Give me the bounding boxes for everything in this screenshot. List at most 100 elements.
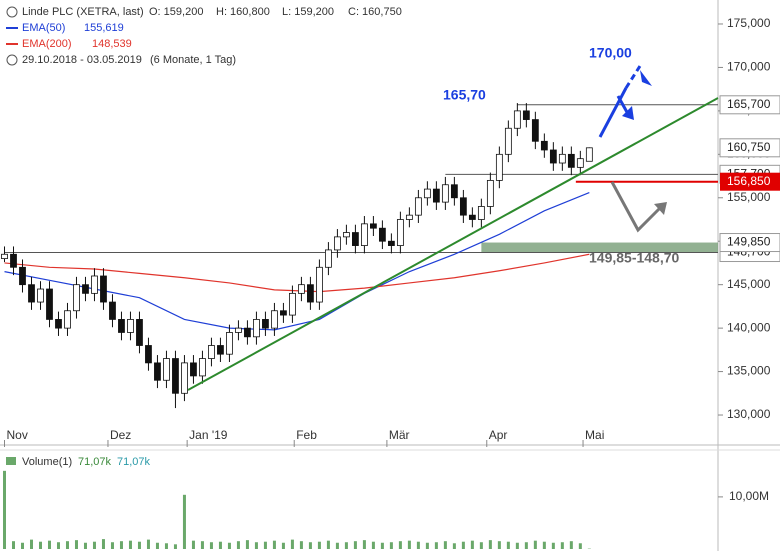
volume-bar xyxy=(479,542,483,549)
candle-body xyxy=(253,319,260,338)
candle-body xyxy=(378,227,386,242)
volume-bar xyxy=(56,542,60,549)
arrow-head xyxy=(640,70,652,86)
candle-body xyxy=(46,288,53,320)
volume-bar xyxy=(137,541,141,549)
candle-body xyxy=(558,153,566,164)
ema-line xyxy=(4,253,590,293)
volume-bar xyxy=(362,540,366,549)
candle-body xyxy=(55,319,62,329)
candle-body xyxy=(307,284,314,303)
candle-body xyxy=(334,236,341,251)
volume-bar xyxy=(74,540,78,549)
icon xyxy=(6,6,18,18)
candle-body xyxy=(540,140,548,151)
volume-bar xyxy=(569,541,573,549)
zone-label: 149,85-148,70 xyxy=(589,250,680,266)
legend-name: EMA(200) xyxy=(22,38,72,50)
candle-body xyxy=(190,362,197,377)
volume-bar xyxy=(245,540,249,549)
x-tick-label: Dez xyxy=(110,428,131,442)
volume-value: 71,07k xyxy=(117,456,151,468)
level-badge xyxy=(719,138,780,158)
volume-bar xyxy=(65,541,69,549)
candle-body xyxy=(325,249,332,268)
volume-bar xyxy=(317,541,321,549)
candle-body xyxy=(289,292,296,316)
candle-body xyxy=(396,219,404,246)
ohlc: L: 159,200 xyxy=(282,6,334,18)
arrow xyxy=(616,95,630,115)
candle-body xyxy=(486,179,494,207)
candle-body xyxy=(37,288,44,303)
candle-body xyxy=(163,358,170,381)
level-label: 165,700 xyxy=(727,97,771,111)
arrow-head xyxy=(654,202,667,215)
level-label: 156,850 xyxy=(727,174,771,188)
candle-body xyxy=(100,275,107,303)
candle-body xyxy=(226,332,233,355)
candle-body xyxy=(1,253,8,260)
volume-bar xyxy=(299,541,303,549)
candle-body xyxy=(73,284,80,312)
candle-body xyxy=(504,127,512,155)
volume-bar xyxy=(434,542,438,549)
volume-bar xyxy=(551,542,555,549)
volume-bar xyxy=(488,540,492,549)
candle-body xyxy=(109,301,116,320)
y-tick-label: 140,000 xyxy=(727,320,771,334)
volume-bar xyxy=(497,541,501,549)
volume-bar xyxy=(416,541,420,549)
volume-bar xyxy=(191,540,195,549)
volume-bar xyxy=(83,542,87,549)
candle-body xyxy=(387,240,395,246)
volume-bar xyxy=(200,541,204,549)
candle-body xyxy=(172,358,179,394)
annotation: 170,00 xyxy=(589,45,632,61)
volume-bar xyxy=(281,542,285,549)
candle-body xyxy=(154,362,161,381)
volume-bar xyxy=(560,542,564,549)
candle-body xyxy=(217,345,224,355)
annotation: 165,70 xyxy=(443,87,486,103)
candle-body xyxy=(181,362,188,394)
arrow xyxy=(610,181,662,233)
volume-bar xyxy=(263,541,267,549)
header: Linde PLC (XETRA, last) O: 159,200 H: 16… xyxy=(6,6,402,66)
ohlc: H: 160,800 xyxy=(216,6,270,18)
candle-body xyxy=(360,223,368,246)
volume-bar xyxy=(515,542,519,549)
candle-body xyxy=(495,153,503,181)
volume-bar xyxy=(128,540,132,549)
candle-body xyxy=(199,358,206,377)
candle-body xyxy=(477,206,485,220)
volume-bar xyxy=(524,542,528,549)
candle-body xyxy=(136,319,143,346)
volume-bar xyxy=(308,542,312,549)
candle-body xyxy=(531,119,539,142)
y-tick-label: 170,000 xyxy=(727,60,771,74)
volume-bar xyxy=(182,494,186,549)
candle-body xyxy=(513,110,521,129)
volume-bar xyxy=(101,539,105,549)
volume-bar xyxy=(2,470,6,549)
arrow xyxy=(624,65,642,89)
candle-body xyxy=(280,310,287,316)
volume-bar xyxy=(380,542,384,549)
volume-bar xyxy=(443,541,447,549)
level-label: 149,850 xyxy=(727,235,771,249)
volume-bar xyxy=(11,541,15,549)
volume-bar xyxy=(425,542,429,549)
candle-body xyxy=(549,149,557,164)
candle-body xyxy=(468,214,476,220)
volume-value: 71,07k xyxy=(78,456,112,468)
candle-body xyxy=(82,284,89,294)
y-tick-label: 175,000 xyxy=(727,16,771,30)
volume-bar xyxy=(326,540,330,549)
candle-body xyxy=(10,253,17,268)
legend-name: EMA(50) xyxy=(22,22,65,34)
candle-body xyxy=(414,197,422,216)
volume-header: Volume(1) 71,07k 71,07k xyxy=(6,456,151,468)
candle-body xyxy=(145,345,152,364)
